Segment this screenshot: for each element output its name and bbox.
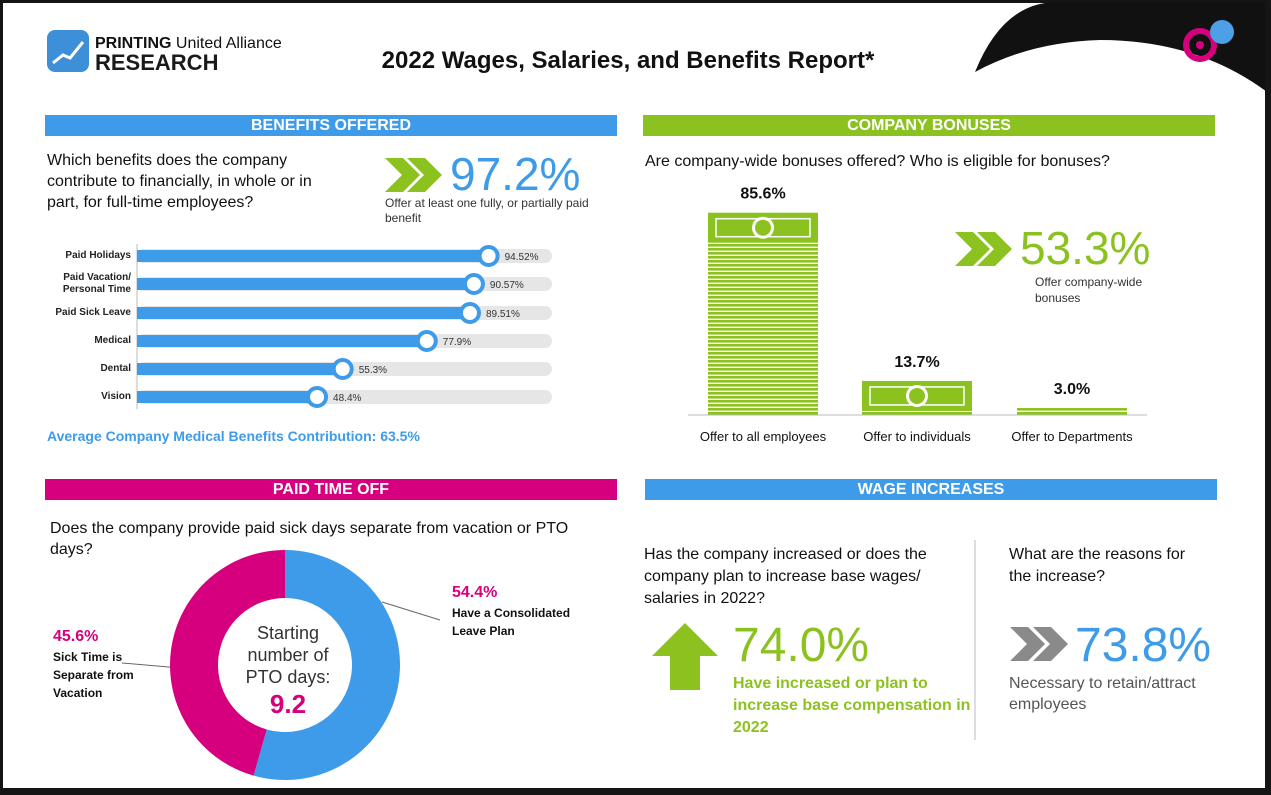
value-label: 85.6% (740, 186, 785, 203)
chevron (407, 158, 442, 192)
bar (137, 391, 318, 403)
value-label: 3.0% (1054, 381, 1090, 398)
chevron (385, 158, 420, 192)
section-title: WAGE INCREASES (857, 481, 1005, 498)
value-label: 90.57% (490, 280, 524, 291)
stat: 74.0% (733, 619, 870, 672)
category-label: Vision (101, 391, 131, 402)
category-label: Paid Sick Leave (55, 307, 131, 318)
section-title: COMPANY BONUSES (847, 117, 1011, 134)
up-arrow (652, 623, 718, 690)
question: What are the reasons for the increase? (1009, 546, 1186, 585)
slice-value: 45.6% (53, 628, 99, 645)
ring (1183, 28, 1217, 62)
value-label: 13.7% (894, 354, 939, 371)
value-label: 89.51% (486, 309, 520, 320)
chevron (955, 232, 990, 266)
stat-text: Necessary to retain/attract employees (1009, 675, 1196, 713)
stat-text: Offer at least one fully, or partially p… (385, 196, 589, 225)
footnote: Average Company Medical Benefits Contrib… (47, 428, 420, 444)
bar-marker (462, 273, 485, 295)
header-bar (645, 479, 1217, 500)
value-label: 48.4% (333, 393, 361, 404)
corner-decoration (975, 3, 1265, 91)
graphics: 94.52% 90.57% 89.51% 77.9% 55.3% 48.4% 85.6% Of… (45, 3, 1265, 780)
brand-text: United Alliance (175, 35, 282, 52)
bar (1017, 407, 1127, 415)
bar (137, 307, 470, 319)
infographic: 94.52% 90.57% 89.51% 77.9% 55.3% 48.4% 85.6% Of… (3, 3, 1265, 788)
bar (137, 250, 489, 262)
brand-sub: RESEARCH (95, 50, 219, 75)
donut-slice (253, 550, 401, 780)
section-title: PAID TIME OFF (272, 481, 390, 498)
category-label: Paid Holidays (65, 250, 131, 261)
donut-slice (170, 550, 285, 776)
bar (137, 363, 343, 375)
brand-bold: PRINTING (95, 35, 172, 52)
x-tick-label: Offer to all employees (700, 429, 827, 444)
x-tick-label: Offer to Departments (1011, 429, 1133, 444)
bill-coin-inner (755, 219, 771, 236)
stat-text: Offer company-wide bonuses (1035, 275, 1143, 305)
bar-marker (458, 302, 481, 324)
slice-value: 54.4% (452, 584, 498, 601)
header-bar (643, 115, 1215, 136)
chevron (977, 232, 1012, 266)
value-label: 94.52% (505, 252, 539, 263)
logo-icon (47, 30, 89, 72)
logo-line (52, 41, 85, 65)
question: Does the company provide paid sick days … (50, 520, 569, 558)
category-label: Medical (94, 335, 131, 346)
x-tick-label: Offer to individuals (863, 429, 971, 444)
dot (1210, 20, 1234, 44)
section-title: BENEFITS OFFERED (250, 117, 411, 134)
stat: 97.2% (450, 148, 581, 200)
question: Has the company increased or does the co… (644, 546, 927, 607)
brand: PRINTING United Alliance (95, 35, 282, 53)
stat: 53.3% (1020, 222, 1151, 274)
bar-marker (477, 245, 500, 267)
stat: 73.8% (1075, 619, 1212, 672)
page-title: 2022 Wages, Salaries, and Benefits Repor… (381, 47, 875, 74)
category-label: Dental (100, 363, 131, 374)
chevron (1010, 627, 1045, 661)
header-bar (45, 115, 617, 136)
chevron (1033, 627, 1068, 661)
value-label: 55.3% (359, 365, 387, 376)
bar (137, 278, 474, 290)
stat-text: Have increased or plan to increase base … (733, 675, 971, 736)
dot (1196, 41, 1204, 49)
header-bar (45, 479, 617, 500)
bar-marker (306, 386, 329, 408)
center-text: Starting number of PTO days: (245, 623, 331, 687)
bill-coin-inner (909, 387, 925, 404)
bar (137, 335, 427, 347)
category-label: Paid Vacation/ Personal Time (62, 272, 131, 295)
bar (708, 214, 818, 415)
question: Which benefits does the company contribu… (47, 152, 312, 211)
bar-marker (415, 330, 438, 352)
slice-label: Have a Consolidated Leave Plan (452, 606, 571, 638)
slice-label: Sick Time is Separate from Vacation (53, 650, 134, 700)
center-value: 9.2 (269, 689, 307, 719)
question: Are company-wide bonuses offered? Who is… (645, 153, 1110, 170)
bar-marker (331, 358, 354, 380)
value-label: 77.9% (443, 337, 471, 348)
leader-line (381, 601, 441, 621)
